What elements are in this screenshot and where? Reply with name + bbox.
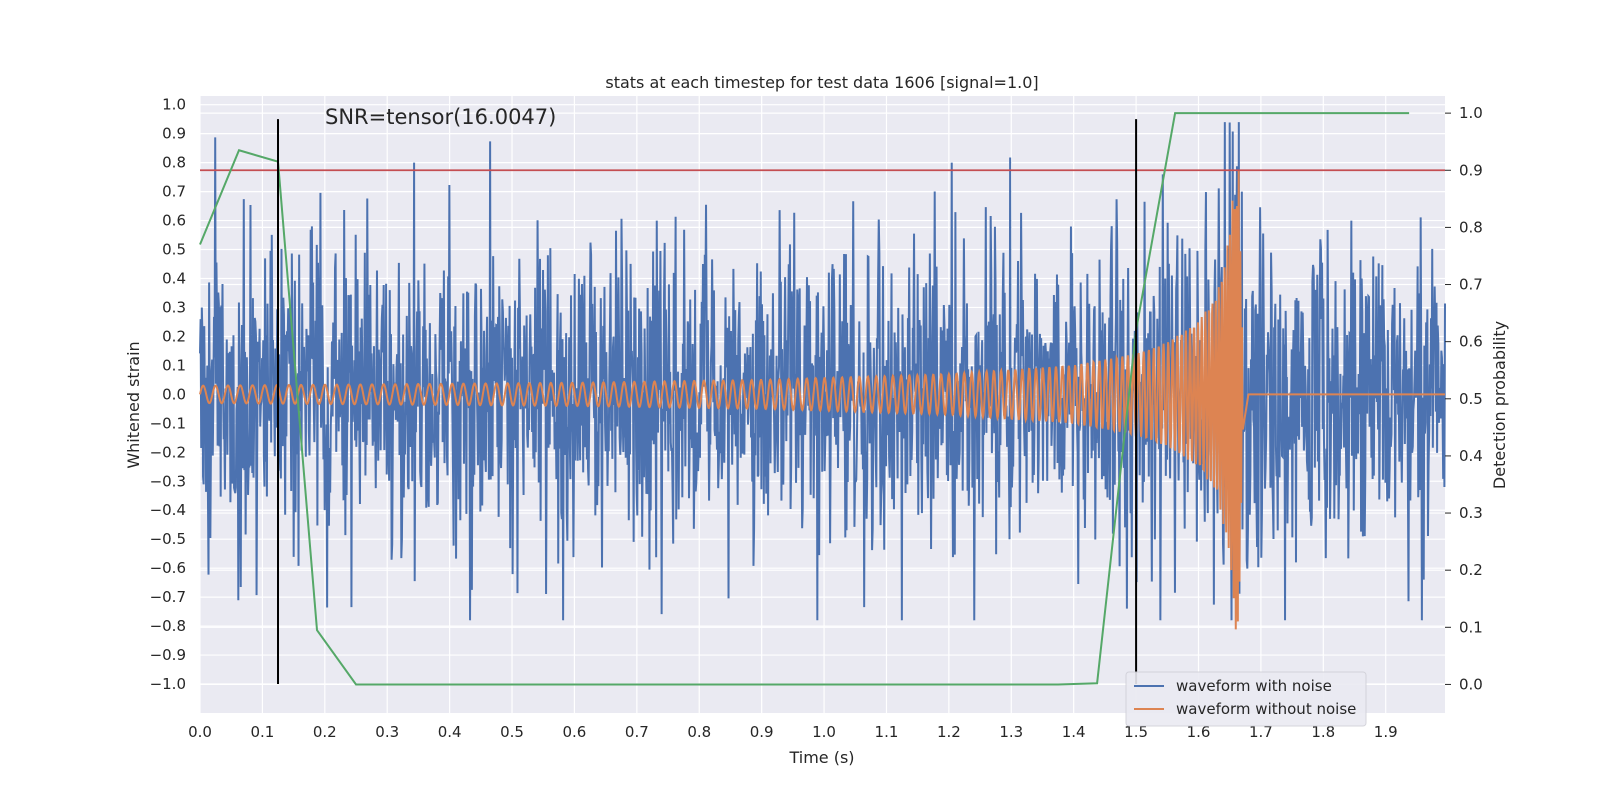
y-tick-label: 0.0 <box>162 385 186 403</box>
legend: waveform with noise waveform without noi… <box>1125 671 1367 727</box>
x-tick-label: 0.0 <box>188 723 212 741</box>
x-tick-label: 1.4 <box>1062 723 1086 741</box>
y2-axis-title: Detection probability <box>1490 321 1509 489</box>
x-tick-label: 1.8 <box>1311 723 1335 741</box>
y-tick-label: 0.4 <box>162 269 186 287</box>
y-tick-label: 0.8 <box>162 154 186 172</box>
y2-tick-label: 0.4 <box>1459 447 1483 465</box>
x-tick-label: 1.1 <box>875 723 899 741</box>
detection-probability-line <box>199 112 1410 686</box>
y-tick-label: −1.0 <box>150 675 186 693</box>
x-tick-label: 0.8 <box>687 723 711 741</box>
y2-tick-label: 0.2 <box>1459 561 1483 579</box>
y-tick-label: −0.8 <box>150 617 186 635</box>
x-tick-label: 0.3 <box>375 723 399 741</box>
event-markers <box>277 119 1138 685</box>
y-tick-label: 0.9 <box>162 125 186 143</box>
y2-tick-label: 0.9 <box>1459 161 1483 179</box>
snr-annotation: SNR=tensor(16.0047) <box>325 105 556 129</box>
y-tick-label: −0.9 <box>150 646 186 664</box>
x-tick-label: 1.2 <box>937 723 961 741</box>
left-axis-ticks: 1.0 0.9 0.8 0.7 0.6 0.5 0.4 0.3 0.2 0.1 0.0 −0.1 −0.… <box>150 96 186 693</box>
y-tick-label: 0.5 <box>162 241 186 259</box>
y-tick-label: −0.1 <box>150 414 186 432</box>
y-tick-label: −0.7 <box>150 588 186 606</box>
y-tick-label: 0.2 <box>162 327 186 345</box>
series-waveform-without-noise <box>199 170 1445 630</box>
y2-tick-label: 0.1 <box>1459 618 1483 636</box>
chart-title: stats at each timestep for test data 160… <box>605 73 1038 92</box>
y-tick-label: 0.1 <box>162 356 186 374</box>
y-tick-label: −0.4 <box>150 501 186 519</box>
x-tick-label: 1.5 <box>1124 723 1148 741</box>
y-tick-label: 0.6 <box>162 212 186 230</box>
y-tick-label: −0.2 <box>150 443 186 461</box>
y2-tick-label: 0.3 <box>1459 504 1483 522</box>
x-tick-label: 1.7 <box>1249 723 1273 741</box>
legend-label-clean: waveform without noise <box>1176 700 1356 718</box>
right-axis-ticks: 1.0 0.9 0.8 0.7 0.6 0.5 0.4 0.3 0.2 0.1 0.0 <box>1445 104 1483 693</box>
x-tick-label: 1.0 <box>812 723 836 741</box>
x-axis-ticks: 0.0 0.1 0.2 0.3 0.4 0.5 0.6 0.7 0.8 0.9 1.0 1.1 1.2 1… <box>188 723 1398 741</box>
x-tick-label: 0.4 <box>438 723 462 741</box>
x-tick-label: 0.7 <box>625 723 649 741</box>
x-tick-label: 0.2 <box>313 723 337 741</box>
legend-box <box>1125 671 1367 727</box>
x-tick-label: 0.6 <box>563 723 587 741</box>
x-tick-label: 1.9 <box>1374 723 1398 741</box>
y-axis-title: Whitened strain <box>124 341 143 468</box>
y-tick-label: −0.3 <box>150 472 186 490</box>
y2-tick-label: 0.5 <box>1459 390 1483 408</box>
x-tick-label: 1.3 <box>999 723 1023 741</box>
legend-label-noise: waveform with noise <box>1176 677 1332 695</box>
y2-tick-label: 0.0 <box>1459 675 1483 693</box>
x-tick-label: 0.5 <box>500 723 524 741</box>
x-tick-label: 0.1 <box>250 723 274 741</box>
y-tick-label: −0.5 <box>150 530 186 548</box>
y2-tick-label: 0.7 <box>1459 276 1483 294</box>
y-tick-label: −0.6 <box>150 559 186 577</box>
y2-tick-label: 1.0 <box>1459 104 1483 122</box>
x-axis-title: Time (s) <box>788 748 854 767</box>
waveform-without-noise-line <box>199 170 1445 630</box>
y-tick-label: 1.0 <box>162 96 186 114</box>
x-tick-label: 1.6 <box>1187 723 1211 741</box>
y-tick-label: 0.3 <box>162 298 186 316</box>
y2-tick-label: 0.8 <box>1459 218 1483 236</box>
y2-tick-label: 0.6 <box>1459 333 1483 351</box>
series-detection-probability <box>199 112 1445 686</box>
y-tick-label: 0.7 <box>162 183 186 201</box>
x-tick-label: 0.9 <box>750 723 774 741</box>
